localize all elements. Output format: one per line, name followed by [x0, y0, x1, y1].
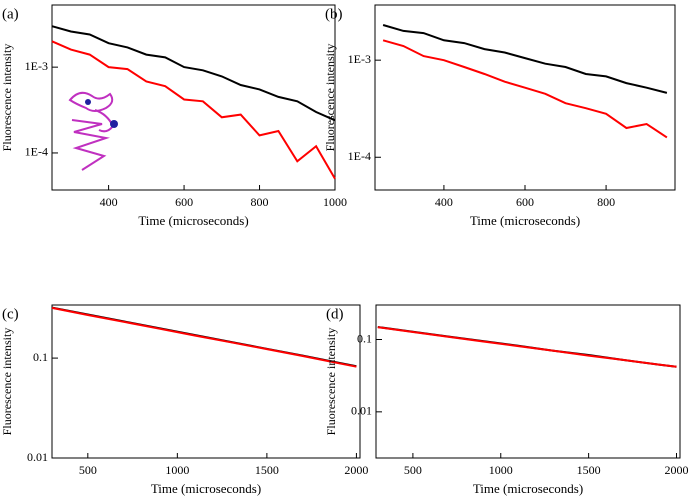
x-tick-label: 400: [100, 195, 118, 209]
x-tick-label: 800: [251, 195, 269, 209]
plot-frame: [51, 4, 336, 191]
x-tick-label: 1000: [323, 195, 347, 209]
y-axis-label: Fluorescence intensity: [0, 44, 14, 152]
x-axis-label: Time (microseconds): [151, 481, 261, 496]
panel-label: (b): [325, 6, 343, 22]
x-tick-label: 1000: [165, 463, 189, 477]
x-tick-label: 1500: [255, 463, 279, 477]
panel-label: (a): [2, 6, 19, 22]
x-tick-label: 1500: [577, 463, 601, 477]
plot-frame: [51, 304, 361, 459]
data-line: [51, 306, 357, 368]
panel-label: (d): [326, 306, 344, 322]
y-tick-label: 1E-3: [348, 52, 371, 66]
data-line: [377, 326, 677, 368]
y-tick-label: 1E-4: [348, 149, 371, 163]
data-line: [51, 40, 336, 180]
inset-helix: [68, 91, 114, 112]
data-line: [51, 25, 336, 122]
y-tick-label: 1E-3: [25, 59, 48, 73]
x-axis-label: Time (microseconds): [138, 213, 248, 228]
protein-inset: [68, 91, 118, 171]
x-axis-label: Time (microseconds): [473, 481, 583, 496]
data-line: [382, 39, 668, 139]
x-tick-label: 500: [79, 463, 97, 477]
x-axis-label: Time (microseconds): [470, 213, 580, 228]
plot-frame: [375, 304, 681, 459]
x-tick-label: 600: [175, 195, 193, 209]
y-tick-label: 0.01: [351, 404, 372, 418]
x-tick-label: 600: [516, 195, 534, 209]
x-tick-label: 2000: [344, 463, 368, 477]
inset-sheet: [71, 119, 110, 171]
x-tick-label: 800: [597, 195, 615, 209]
y-axis-label: Fluorescence intensity: [324, 328, 338, 436]
inset-loop: [94, 109, 115, 133]
panel-label: (c): [2, 306, 19, 322]
x-tick-label: 400: [435, 195, 453, 209]
x-tick-label: 2000: [664, 463, 688, 477]
y-tick-label: 0.1: [357, 331, 372, 345]
y-tick-label: 0.01: [27, 450, 48, 464]
inset-ligand: [110, 120, 118, 128]
inset-ligand: [85, 99, 91, 105]
data-line: [382, 24, 668, 94]
y-tick-label: 1E-4: [25, 145, 48, 159]
x-tick-label: 1000: [489, 463, 513, 477]
y-axis-label: Fluorescence intensity: [323, 44, 337, 152]
x-tick-label: 500: [404, 463, 422, 477]
y-tick-label: 0.1: [33, 350, 48, 364]
y-axis-label: Fluorescence intensity: [0, 328, 14, 436]
